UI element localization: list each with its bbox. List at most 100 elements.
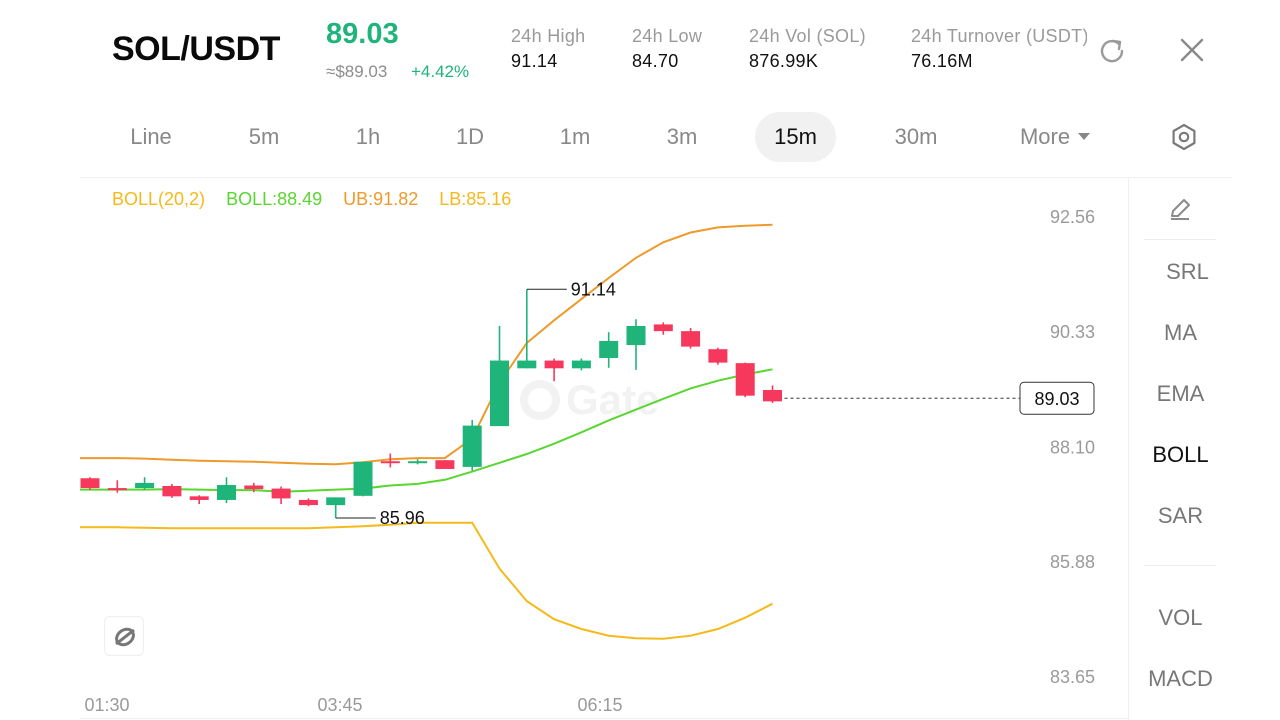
indicator-boll[interactable]: BOLL xyxy=(1152,442,1209,467)
candle-body xyxy=(599,340,619,358)
candle-body xyxy=(517,360,537,369)
candle xyxy=(708,347,728,365)
stat-value: 876.99K xyxy=(749,51,819,71)
indicator-vol[interactable]: VOL xyxy=(1158,605,1203,630)
stat-24h-high: 24h High 91.14 xyxy=(511,26,585,72)
y-tick-label: 88.10 xyxy=(1050,437,1095,457)
boll-params: BOLL(20,2) xyxy=(112,189,206,209)
tab-1d[interactable]: 1D xyxy=(455,124,485,149)
candle xyxy=(735,362,755,398)
candle xyxy=(189,495,209,505)
indicator-macd[interactable]: MACD xyxy=(1148,666,1213,691)
candle xyxy=(517,289,537,369)
indicator-sar[interactable]: SAR xyxy=(1157,503,1204,528)
stat-value: 91.14 xyxy=(511,51,558,71)
candle-body xyxy=(135,482,155,489)
candle-body xyxy=(544,360,564,369)
current-price-tag xyxy=(1019,381,1095,415)
candle-body xyxy=(490,360,509,427)
stat-value: 84.70 xyxy=(632,51,679,71)
stat-label: 24h High xyxy=(511,26,586,46)
settings-icon[interactable] xyxy=(1170,123,1198,151)
stat-value: 76.16M xyxy=(911,51,973,71)
low-marker-label: 85.96 xyxy=(380,508,425,528)
candle xyxy=(380,453,400,468)
candle-body xyxy=(271,488,291,499)
indicator-srl[interactable]: SRL xyxy=(1166,259,1209,284)
candle xyxy=(353,461,373,497)
tab-3m[interactable]: 3m xyxy=(666,124,698,149)
candle xyxy=(435,460,455,469)
watermark-text: Gate xyxy=(566,376,659,423)
boll-lb-value: LB:85.16 xyxy=(439,189,512,209)
drawing-toggle-icon[interactable] xyxy=(104,616,144,656)
tab-line[interactable]: Line xyxy=(130,124,172,149)
refresh-icon[interactable] xyxy=(1097,35,1127,65)
candle xyxy=(653,322,673,335)
candle-body xyxy=(571,360,591,369)
candle-body xyxy=(653,324,673,332)
close-icon[interactable] xyxy=(1178,36,1206,64)
tab-more[interactable]: More xyxy=(1005,112,1105,162)
ticker-header: SOL/USDT 89.03 ≈$89.03 +4.42% 24h High 9… xyxy=(0,0,1280,100)
candle-body xyxy=(298,499,318,506)
divider xyxy=(1144,565,1216,566)
boll-upper-line xyxy=(80,223,773,466)
tab-5m[interactable]: 5m xyxy=(248,124,280,149)
candle xyxy=(763,385,782,403)
indicator-ma[interactable]: MA xyxy=(1164,320,1197,345)
candle xyxy=(599,332,619,368)
tab-1h[interactable]: 1h xyxy=(355,124,381,149)
stat-label: 24h Vol (SOL) xyxy=(749,26,866,46)
candle xyxy=(80,477,100,490)
boll-legend: BOLL(20,2) BOLL:88.49 UB:91.82 LB:85.16 xyxy=(112,189,527,210)
candle-body xyxy=(217,484,236,500)
candle-body xyxy=(681,331,701,347)
candle-body xyxy=(708,349,728,363)
candle-body xyxy=(462,425,482,467)
candles xyxy=(80,289,782,519)
candle xyxy=(544,358,564,382)
interval-tabs: Line 5m 1h 1D 1m 3m 15m 30m More xyxy=(0,112,1280,164)
candle xyxy=(107,480,127,493)
stat-label: 24h Low xyxy=(632,26,703,46)
candle xyxy=(326,497,346,519)
candle-body xyxy=(189,496,209,500)
y-tick-label: 83.65 xyxy=(1050,667,1095,687)
candle xyxy=(162,483,182,498)
tab-1m[interactable]: 1m xyxy=(559,124,591,149)
candle-body xyxy=(408,461,428,464)
candle xyxy=(490,325,509,427)
high-marker-label: 91.14 xyxy=(571,279,616,299)
divider xyxy=(1144,239,1216,240)
candle-body xyxy=(326,497,346,506)
candle-body xyxy=(80,478,100,489)
candle xyxy=(298,498,318,507)
chevron-down-icon xyxy=(1078,132,1091,140)
indicator-ema[interactable]: EMA xyxy=(1156,381,1205,406)
candle xyxy=(681,328,701,349)
candle-body xyxy=(380,461,400,464)
divider xyxy=(80,718,1128,719)
tab-30m[interactable]: 30m xyxy=(894,124,938,149)
candle-body xyxy=(735,363,755,396)
candle-body xyxy=(353,461,373,496)
boll-bands xyxy=(80,223,773,640)
change-percent: +4.42% xyxy=(411,62,470,81)
candle xyxy=(571,358,591,371)
indicator-panel: SRL MA EMA BOLL SAR VOL MACD xyxy=(1129,178,1232,720)
x-tick-label: 03:45 xyxy=(317,695,362,715)
y-tick-label: 92.56 xyxy=(1050,207,1095,227)
candle-body xyxy=(763,389,782,402)
candle xyxy=(462,419,482,471)
stat-24h-low: 24h Low 84.70 xyxy=(632,26,702,72)
pencil-icon[interactable] xyxy=(1167,196,1193,222)
gate-watermark: Gate xyxy=(520,376,659,423)
candle-body xyxy=(107,488,127,491)
stat-24h-turnover: 24h Turnover (USDT) 76.16M xyxy=(911,26,1087,72)
boll-middle-line xyxy=(80,368,773,493)
tab-15m[interactable]: 15m xyxy=(755,112,836,162)
candle xyxy=(626,319,646,370)
candle-body xyxy=(626,325,646,346)
